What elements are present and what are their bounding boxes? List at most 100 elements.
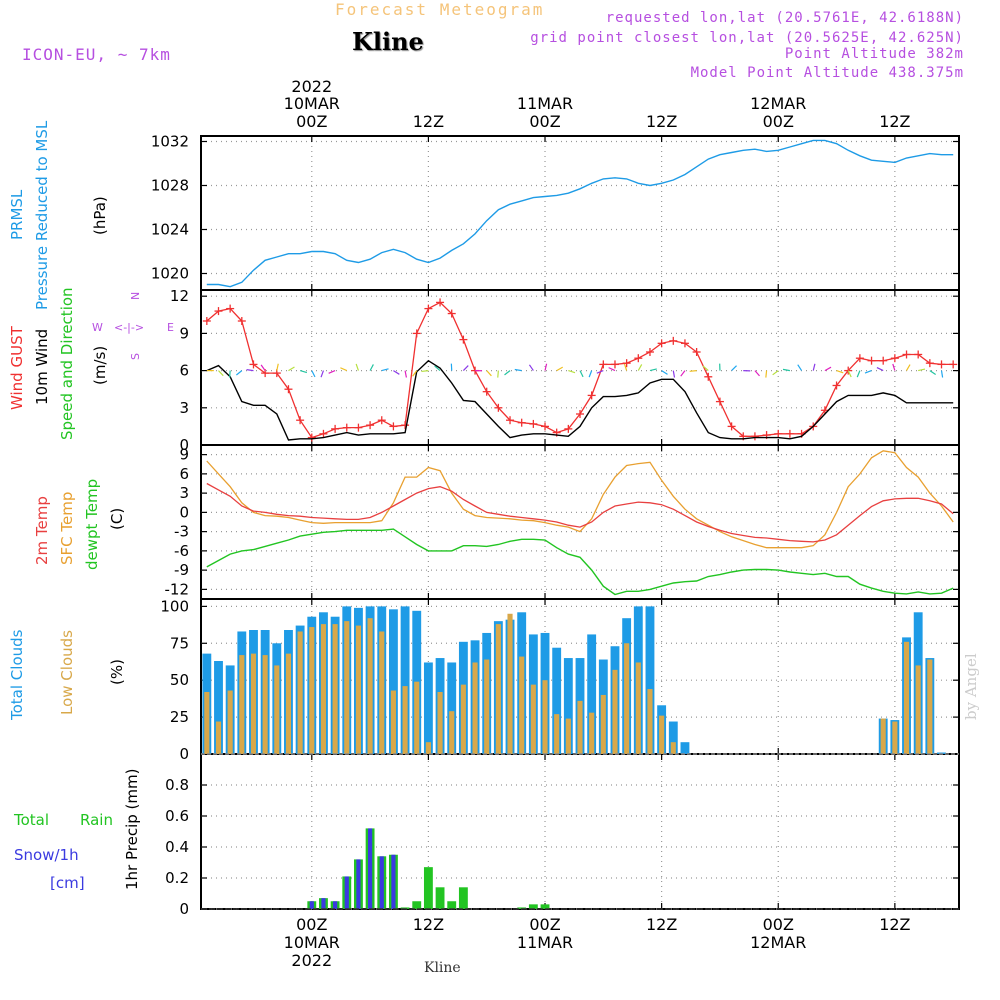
low-cloud-bar (332, 624, 338, 754)
low-cloud-bar (472, 662, 478, 754)
wind-direction-arrow (812, 363, 816, 371)
low-cloud-bar (577, 700, 583, 754)
wind-direction-arrow (381, 368, 389, 372)
temp-ylabel: (C) (108, 508, 126, 530)
model-altitude: Model Point Altitude 438.375m (690, 65, 964, 81)
wind-direction-arrow (772, 370, 779, 376)
low-clouds-title-group: Low Clouds (58, 630, 76, 715)
wind-direction-arrow (876, 366, 884, 372)
low-cloud-bar (892, 721, 898, 754)
rain-bar (400, 907, 410, 909)
top-date-label: 11MAR (517, 94, 573, 113)
pressure-line (206, 139, 954, 288)
top-hour-label: 00Z (529, 112, 560, 131)
snow-bar (391, 854, 396, 909)
bottom-hour-label: 00Z (529, 915, 560, 934)
low-cloud-bar (542, 680, 548, 754)
top-hour-label: 12Z (646, 112, 677, 131)
compass-s: S (129, 353, 142, 360)
y-tick-label: 0.2 (165, 869, 189, 887)
compass-w: W (92, 321, 103, 334)
wind-direction-arrow (434, 365, 441, 372)
wind-direction-arrow (462, 365, 469, 372)
temp-2m-line (206, 482, 954, 543)
wind-direction-arrow (218, 370, 224, 377)
low-cloud-bar (624, 643, 630, 754)
y-tick-label: 0 (179, 745, 189, 763)
wind-direction-arrow (847, 370, 852, 378)
top-date-label: 12MAR (750, 94, 806, 113)
wind-direction-arrow (649, 368, 657, 372)
low-cloud-bar (635, 662, 641, 754)
bottom-date-label: 11MAR (517, 933, 573, 952)
low-cloud-bar (449, 711, 455, 754)
low-cloud-bar (215, 721, 222, 754)
temp-title: 2m Temp (33, 496, 51, 565)
dewpt-title: dewpt Temp (83, 479, 101, 570)
bottom-date-label: 12MAR (750, 933, 806, 952)
wind-direction-arrow (404, 370, 408, 378)
bottom-station-name: Kline (424, 960, 461, 976)
low-cloud-bar (927, 659, 933, 754)
pressure-title-line1: PRMSL (8, 189, 26, 240)
legend-total: Total (13, 811, 49, 829)
wind-direction-arrow (892, 363, 896, 371)
total-cloud-bar (423, 662, 433, 754)
legend-snow: Snow/1h (14, 846, 79, 864)
wind-direction-arrow (637, 364, 643, 371)
y-tick-label: 0 (179, 900, 189, 918)
top-hour-label: 00Z (296, 112, 327, 131)
y-tick-label: 0.6 (165, 807, 189, 825)
low-cloud-bar (227, 690, 233, 754)
y-tick-label: 0.8 (165, 776, 189, 794)
total-cloud-bar (587, 634, 597, 754)
rain-bar (447, 901, 457, 909)
wind-direction-arrow (731, 365, 737, 372)
top-year-label: 2022 (291, 77, 332, 96)
total-clouds-title: Total Clouds (8, 629, 26, 721)
low-cloud-bar (495, 624, 501, 754)
low-cloud-bar (367, 618, 373, 754)
low-cloud-bar (530, 684, 536, 754)
wind-direction-arrow (288, 366, 295, 372)
wind-axis-title: 10m Wind (33, 329, 51, 405)
y-tick-label: 1024 (151, 221, 189, 239)
total-cloud-bar (563, 658, 573, 754)
low-cloud-bar (437, 692, 443, 754)
wind-direction-arrow (260, 364, 266, 371)
panel-frame (200, 753, 960, 910)
low-cloud-bar (647, 689, 653, 754)
bottom-hour-label: 12Z (879, 915, 910, 934)
precip-ylabel-group: 1hr Precip (mm) (123, 769, 141, 890)
wind-direction-arrow (702, 365, 709, 372)
wind-direction-arrow (836, 370, 844, 374)
wind-direction-arrow (340, 367, 348, 372)
wind-direction-arrow (856, 370, 861, 378)
total-cloud-bar (447, 662, 457, 754)
wind-direction-arrow (765, 370, 768, 378)
pressure-ylabel: (hPa) (91, 196, 109, 235)
wind-direction-arrow (412, 370, 418, 377)
wind-direction-arrow (528, 364, 534, 371)
snow-bar (333, 901, 338, 909)
top-hour-label: 12Z (413, 112, 444, 131)
bottom-date-label: 10MAR (284, 933, 340, 952)
y-tick-label: 6 (179, 362, 189, 380)
wind-direction-arrow (864, 370, 872, 374)
low-cloud-bar (903, 641, 910, 754)
rain-bar (540, 904, 550, 909)
low-cloud-bar (344, 621, 350, 754)
y-tick-label: -3 (174, 523, 189, 541)
snow-bar (367, 828, 373, 909)
low-cloud-bar (262, 655, 268, 754)
wind-direction-arrow (672, 370, 676, 378)
wind-direction-arrow (328, 370, 336, 374)
top-hour-label: 12Z (879, 112, 910, 131)
rain-bar (458, 887, 468, 909)
wind-dir-title: Speed and Direction (58, 287, 76, 440)
y-tick-label: 25 (170, 708, 189, 726)
y-tick-label: 0 (179, 503, 189, 521)
y-tick-label: 75 (170, 634, 189, 652)
low-cloud-bar (484, 659, 490, 754)
compass-n: N (129, 292, 142, 300)
